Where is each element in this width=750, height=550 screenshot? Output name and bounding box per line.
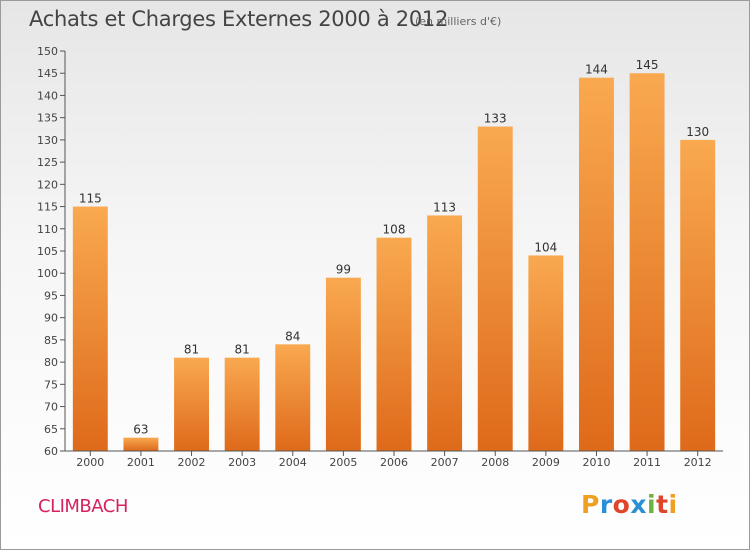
y-tick-label: 85: [44, 334, 58, 347]
bar-2006: [376, 237, 412, 451]
y-tick-label: 70: [44, 401, 58, 414]
y-tick-label: 90: [44, 312, 58, 325]
bar-2001: [123, 437, 159, 451]
x-tick-label-2005: 2005: [329, 456, 357, 469]
data-label-2005: 99: [336, 263, 351, 277]
axes-group: 60 65 70 75 80 85 90 95 100 105 110 115 120 125 130 135…: [37, 45, 723, 469]
chart-title: Achats et Charges Externes 2000 à 2012: [29, 7, 449, 31]
y-tick-label: 60: [44, 445, 58, 458]
x-tick-label-2003: 2003: [228, 456, 256, 469]
bar-2010: [578, 77, 614, 452]
y-tick-label: 115: [37, 201, 58, 214]
x-tick-label-2012: 2012: [684, 456, 712, 469]
bar-2000: [72, 206, 108, 451]
y-tick-label: 105: [37, 245, 58, 258]
data-label-2012: 130: [686, 125, 709, 139]
bar-2003: [224, 357, 260, 451]
y-tick-label: 150: [37, 45, 58, 58]
commune-name: CLIMBACH: [38, 496, 128, 517]
data-label-2004: 84: [285, 329, 300, 343]
y-tick-label: 65: [44, 423, 58, 436]
y-tick-label: 75: [44, 378, 58, 391]
chart-subtitle: (en milliers d'€): [415, 15, 502, 28]
x-tick-label-2008: 2008: [481, 456, 509, 469]
bars-group: 115 63 81 81 84 99 108 113 133 104 144 145 130: [72, 58, 716, 452]
logo-letter: P: [581, 490, 600, 519]
logo-letter: t: [656, 490, 669, 519]
logo-letter: x: [630, 490, 647, 519]
data-label-2011: 145: [636, 58, 659, 72]
x-tick-label-2000: 2000: [76, 456, 104, 469]
x-tick-label-2009: 2009: [532, 456, 560, 469]
bar-2005: [325, 277, 361, 451]
y-tick-label: 100: [37, 267, 58, 280]
bar-2002: [174, 357, 210, 451]
bar-2008: [477, 126, 513, 452]
y-tick-label: 145: [37, 67, 58, 80]
y-tick-label: 135: [37, 112, 58, 125]
y-tick-label: 125: [37, 156, 58, 169]
data-label-2007: 113: [433, 200, 456, 214]
bar-2007: [427, 215, 463, 451]
y-tick-label: 80: [44, 356, 58, 369]
y-tick-label: 95: [44, 289, 58, 302]
x-tick-label-2007: 2007: [431, 456, 459, 469]
data-label-2003: 81: [235, 343, 250, 357]
y-tick-label: 110: [37, 223, 58, 236]
x-tick-label-2010: 2010: [582, 456, 610, 469]
y-tick-label: 130: [37, 134, 58, 147]
data-label-2009: 104: [534, 240, 557, 254]
bar-2004: [275, 344, 311, 451]
x-tick-label-2002: 2002: [178, 456, 206, 469]
logo-letter: r: [599, 490, 613, 519]
x-tick-label-2001: 2001: [127, 456, 155, 469]
bar-2009: [528, 255, 564, 451]
y-tick-label: 140: [37, 89, 58, 102]
data-label-2008: 133: [484, 112, 507, 126]
proxiti-logo[interactable]: Proxiti: [581, 490, 678, 519]
bar-2011: [629, 73, 665, 451]
x-tick-label-2004: 2004: [279, 456, 307, 469]
data-label-2002: 81: [184, 343, 199, 357]
bar-2012: [680, 139, 716, 451]
x-tick-label-2006: 2006: [380, 456, 408, 469]
y-tick-label: 120: [37, 178, 58, 191]
logo-letter: i: [668, 490, 678, 519]
logo-letter: o: [612, 490, 631, 519]
data-label-2001: 63: [133, 423, 148, 437]
data-label-2006: 108: [383, 223, 406, 237]
data-label-2000: 115: [79, 192, 102, 206]
x-tick-label-2011: 2011: [633, 456, 661, 469]
logo-letter: i: [647, 490, 657, 519]
data-label-2010: 144: [585, 63, 608, 77]
